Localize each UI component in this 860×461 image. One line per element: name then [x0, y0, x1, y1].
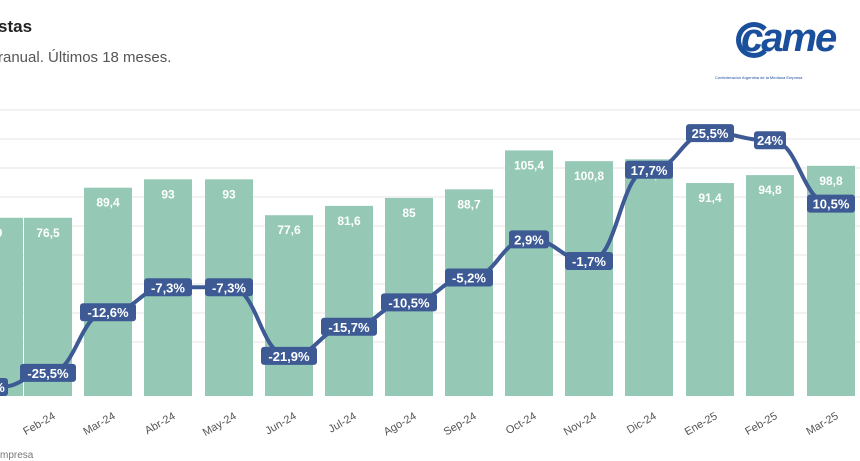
x-tick-label: Jul-24 — [327, 410, 359, 435]
bar-value-label: 93 — [222, 187, 236, 201]
bar-value-label: 91,4 — [698, 191, 722, 205]
bars — [0, 150, 855, 396]
svg-text:-7,3%: -7,3% — [212, 280, 246, 295]
svg-text:-5,2%: -5,2% — [452, 270, 486, 285]
line-value-label: -7,3% — [144, 278, 192, 297]
x-tick-label: Ago-24 — [382, 410, 419, 438]
bar-value-label: 9 — [0, 226, 3, 240]
bar — [265, 215, 313, 396]
x-tick-label: Jun-24 — [263, 410, 298, 437]
svg-text:%: % — [0, 380, 5, 395]
x-tick-label: Dic-24 — [625, 410, 659, 436]
x-tick-label: Mar-25 — [804, 410, 840, 438]
x-tick-label: May-24 — [201, 410, 239, 439]
svg-text:-15,7%: -15,7% — [328, 320, 370, 335]
line-value-label: -7,3% — [205, 278, 253, 297]
bar — [505, 150, 553, 396]
line-value-label: -21,9% — [261, 346, 317, 365]
line-value-label: 25,5% — [686, 124, 734, 143]
bar-value-label: 81,6 — [337, 214, 361, 228]
line-value-label: -25,5% — [20, 363, 76, 382]
line-value-label: 2,9% — [509, 230, 549, 249]
x-tick-label: Feb-25 — [743, 410, 779, 438]
line-value-label: % — [0, 377, 8, 396]
bar-value-label: 85 — [402, 206, 416, 220]
x-tick-label: Abr-24 — [143, 410, 178, 437]
x-tick-label: Mar-24 — [81, 410, 117, 438]
bar — [625, 159, 673, 396]
bar-value-label: 100,8 — [574, 169, 604, 183]
logo-ring-icon — [736, 22, 772, 58]
x-tick-label: Oct-24 — [504, 410, 539, 437]
svg-text:-21,9%: -21,9% — [268, 349, 310, 364]
chart-subtitle: ranual. Últimos 18 meses. — [0, 49, 172, 66]
svg-text:10,5%: 10,5% — [813, 197, 850, 212]
bar-value-label: 88,7 — [457, 197, 481, 211]
bar — [445, 189, 493, 396]
x-tick-labels: Feb-24 Mar-24 Abr-24 May-24 Jun-24 Jul-24 Ago-… — [21, 410, 840, 439]
logo-org-name: Confederación Argentina de la Mediana Em… — [715, 75, 803, 80]
chart-title: stas — [0, 17, 33, 36]
line-value-label: -12,6% — [80, 303, 136, 322]
line-value-label: 10,5% — [807, 194, 855, 213]
bar-value-label: 94,8 — [758, 183, 782, 197]
bar — [686, 183, 734, 396]
bar — [0, 217, 23, 396]
bar-value-label: 77,6 — [277, 223, 301, 237]
line-value-label: -1,7% — [565, 251, 613, 270]
svg-text:-25,5%: -25,5% — [27, 366, 69, 381]
x-tick-label: Ene-25 — [683, 410, 720, 438]
bar-value-label: 76,5 — [36, 226, 60, 240]
bar-value-label: 89,4 — [96, 196, 120, 210]
x-tick-label: Sep-24 — [442, 410, 479, 438]
svg-text:-7,3%: -7,3% — [151, 280, 185, 295]
svg-text:-12,6%: -12,6% — [87, 305, 129, 320]
line-value-label: -10,5% — [381, 293, 437, 312]
svg-text:-10,5%: -10,5% — [388, 295, 430, 310]
bar-value-label: 98,8 — [819, 174, 843, 188]
line-value-label: -5,2% — [445, 268, 493, 287]
x-tick-label: Nov-24 — [562, 410, 599, 438]
came-logo: came Confederación Argentina de la Media… — [715, 16, 860, 82]
bar — [565, 161, 613, 396]
svg-text:25,5%: 25,5% — [692, 126, 729, 141]
line-value-label: -15,7% — [321, 317, 377, 336]
svg-text:24%: 24% — [757, 133, 783, 148]
line-labels: % -25,5% -12,6% -7,3% -7,3% -21,9% -15,7% -10,5… — [0, 124, 855, 396]
bar — [325, 205, 373, 396]
svg-text:17,7%: 17,7% — [631, 163, 668, 178]
source-note: mpresa — [0, 450, 34, 461]
bar — [84, 187, 132, 396]
x-tick-label: Feb-24 — [21, 410, 57, 438]
line-value-label: 17,7% — [625, 160, 673, 179]
logo-brand: came — [741, 16, 837, 60]
bar — [746, 175, 794, 396]
bar-value-label: 93 — [161, 187, 175, 201]
svg-text:-1,7%: -1,7% — [572, 254, 606, 269]
line-value-label: 24% — [754, 131, 786, 150]
svg-text:2,9%: 2,9% — [514, 232, 544, 247]
bar-value-label: 105,4 — [514, 158, 544, 172]
